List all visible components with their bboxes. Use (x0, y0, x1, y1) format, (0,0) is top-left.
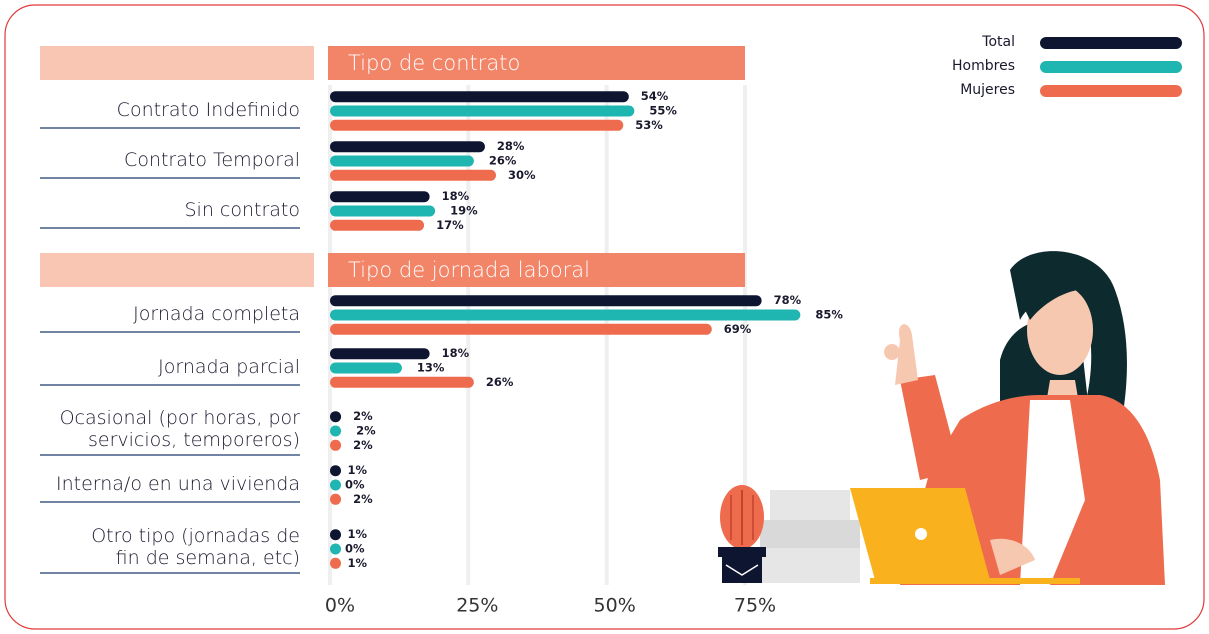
value-label: 54% (641, 89, 669, 103)
legend-label: Total (981, 34, 1015, 50)
category-label: Contrato Indefinido (35, 99, 300, 121)
value-label: 19% (450, 204, 478, 218)
section-title: Tipo de contrato (348, 51, 520, 75)
category-label: Contrato Temporal (35, 149, 300, 171)
value-label: 0% (345, 542, 365, 556)
legend-label: Mujeres (960, 82, 1015, 98)
value-label: 18% (442, 189, 470, 203)
category-label: Sin contrato (35, 199, 300, 221)
value-label: 13% (417, 361, 445, 375)
value-label: 18% (442, 346, 470, 360)
value-label: 55% (649, 104, 677, 118)
value-label: 26% (486, 375, 514, 389)
category-label: Ocasional (por horas, por servicios, tem… (35, 407, 300, 451)
value-label: 69% (724, 322, 752, 336)
category-label: Jornada parcial (35, 356, 300, 378)
legend: Total Hombres Mujeres (952, 34, 1176, 98)
section-side-block (40, 46, 314, 80)
value-label: 53% (635, 118, 663, 132)
value-label: 2% (353, 409, 373, 423)
x-tick-label: 0% (325, 595, 355, 617)
value-label: 26% (489, 154, 517, 168)
value-label: 1% (348, 463, 368, 477)
value-label: 17% (436, 218, 464, 232)
value-label: 1% (348, 556, 368, 570)
value-label: 85% (815, 308, 843, 322)
category-label: Otro tipo (jornadas de fin de semana, et… (35, 525, 300, 569)
value-label: 30% (508, 168, 536, 182)
value-label: 2% (353, 492, 373, 506)
page: Total Hombres Mujeres 0% 25% 50% 75% 54%55%53%… (0, 0, 1209, 634)
x-tick-label: 75% (734, 595, 776, 617)
x-tick-label: 50% (594, 595, 636, 617)
section-side-block (40, 253, 314, 287)
category-label: Jornada completa (35, 303, 300, 325)
legend-label: Hombres (952, 58, 1015, 74)
section-title: Tipo de jornada laboral (348, 258, 590, 282)
value-label: 2% (356, 424, 376, 438)
value-label: 1% (348, 527, 368, 541)
value-label: 0% (345, 478, 365, 492)
value-label: 78% (774, 293, 802, 307)
value-label: 2% (353, 438, 373, 452)
x-tick-label: 25% (456, 595, 498, 617)
category-label: Interna/o en una vivienda (35, 473, 300, 495)
value-label: 28% (497, 139, 525, 153)
